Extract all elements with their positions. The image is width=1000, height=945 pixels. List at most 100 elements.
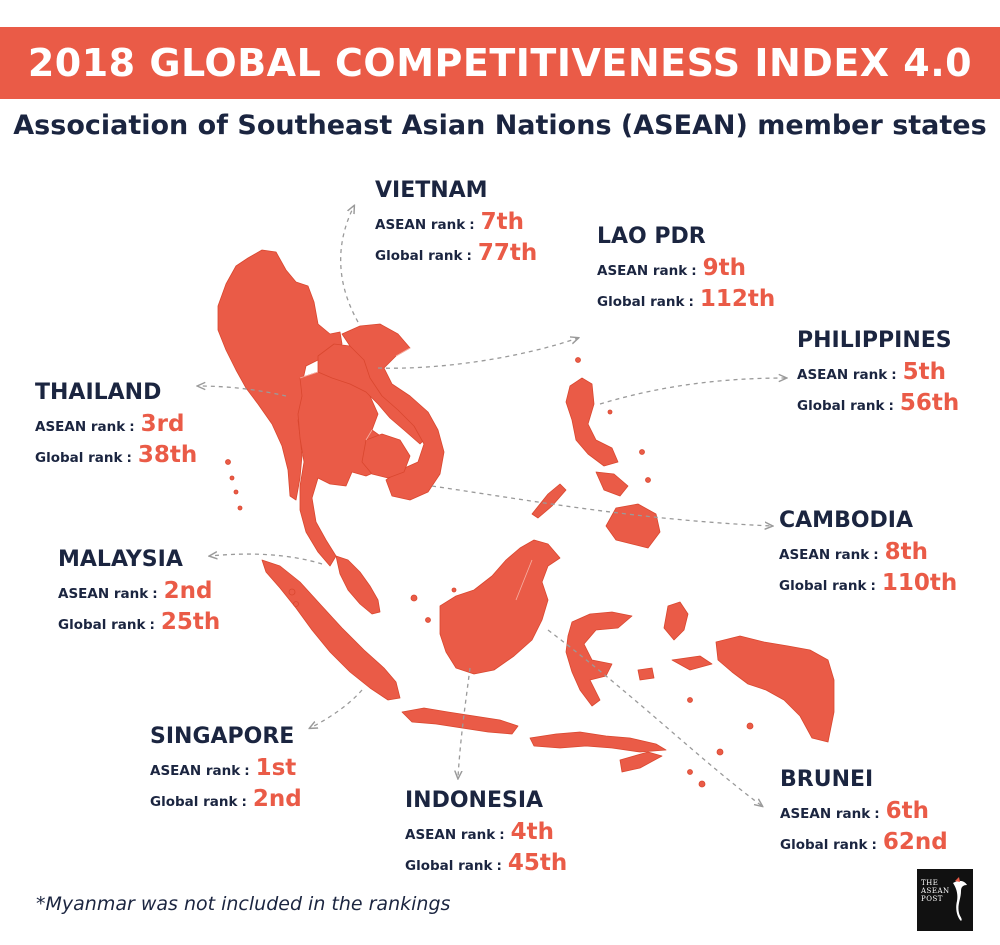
asean-rank-value: 9th [702,255,746,281]
country-name: LAO PDR [597,224,706,249]
asean-rank-label: ASEAN rank [375,217,466,233]
global-rank-label: Global rank [35,450,123,466]
colon: : [149,617,155,633]
visayas-shape [595,471,629,497]
island-dot [225,459,231,465]
global-rank-label: Global rank [597,294,685,310]
colon: : [466,248,472,264]
seram-shape [671,655,713,671]
halmahera-shape [663,601,689,641]
colon: : [691,263,697,279]
asean-rank-label: ASEAN rank [35,419,126,435]
page-title: 2018 GLOBAL COMPETITIVENESS INDEX 4.0 [27,41,973,85]
global-rank-label: Global rank [375,248,463,264]
country-name: CAMBODIA [779,508,914,533]
luzon-shape [565,377,619,467]
global-rank-value: 56th [899,390,960,416]
colon: : [496,858,502,874]
country-card-thailand: THAILAND ASEAN rank:3rd Global rank:38th [35,380,197,473]
connector-philippines [599,378,786,405]
country-name: SINGAPORE [150,724,295,749]
country-name: VIETNAM [375,178,488,203]
country-name: INDONESIA [405,788,544,813]
global-rank-value: 38th [137,442,198,468]
colon: : [888,398,894,414]
connector-vietnam [340,206,359,323]
mindanao-shape [605,503,661,549]
connector-singapore [310,689,363,728]
country-card-malaysia: MALAYSIA ASEAN rank:2nd Global rank:25th [58,547,220,640]
connector-cambodia [431,485,772,526]
global-rank-label: Global rank [780,837,868,853]
connector-laos [377,338,578,369]
global-rank-label: Global rank [405,858,493,874]
bird-icon [953,877,967,921]
global-rank-label: Global rank [58,617,146,633]
asean-rank-value: 5th [902,359,946,385]
global-rank-label: Global rank [150,794,238,810]
java-shape [401,707,519,735]
asean-rank-label: ASEAN rank [150,763,241,779]
sulawesi-shape [565,611,633,707]
asean-rank-label: ASEAN rank [597,263,688,279]
thailand-shape [297,371,393,567]
new-guinea-shape [715,635,835,743]
colon: : [891,367,897,383]
asean-rank-value: 2nd [163,578,213,604]
logo-text: THE ASEAN POST [921,879,950,903]
asean-rank-value: 7th [480,209,524,235]
asean-rank-value: 6th [885,798,929,824]
buru-shape [637,667,655,681]
colon: : [152,586,158,602]
global-rank-label: Global rank [779,578,867,594]
asean-rank-value: 4th [510,819,554,845]
country-card-cambodia: CAMBODIA ASEAN rank:8th Global rank:110t… [779,508,957,601]
country-name: PHILIPPINES [797,328,952,353]
connector-indonesia [458,667,471,778]
global-rank-value: 25th [160,609,221,635]
colon: : [874,806,880,822]
country-card-laos: LAO PDR ASEAN rank:9th Global rank:112th [597,224,775,317]
global-rank-value: 77th [477,240,538,266]
colon: : [688,294,694,310]
palawan-shape [531,483,567,519]
global-rank-value: 45th [507,850,568,876]
connector-brunei [547,629,762,806]
country-card-vietnam: VIETNAM ASEAN rank:7th Global rank:77th [375,178,537,271]
asean-rank-label: ASEAN rank [58,586,149,602]
colon: : [129,419,135,435]
page-subtitle: Association of Southeast Asian Nations (… [13,110,987,141]
title-banner: 2018 GLOBAL COMPETITIVENESS INDEX 4.0 [0,27,1000,99]
country-card-brunei: BRUNEI ASEAN rank:6th Global rank:62nd [780,767,948,860]
sumatra-shape [261,559,401,701]
asean-rank-value: 3rd [140,411,185,437]
country-name: BRUNEI [780,767,874,792]
country-card-indonesia: INDONESIA ASEAN rank:4th Global rank:45t… [405,788,567,881]
global-rank-value: 110th [881,570,958,596]
colon: : [126,450,132,466]
colon: : [871,837,877,853]
colon: : [469,217,475,233]
global-rank-value: 112th [699,286,776,312]
global-rank-value: 62nd [882,829,948,855]
timor-shape [619,751,663,773]
asean-rank-value: 1st [255,755,297,781]
asean-rank-value: 8th [884,539,928,565]
asean-rank-label: ASEAN rank [780,806,871,822]
nusa-tenggara-shape [529,731,667,753]
peninsular-malaysia-shape [335,555,381,615]
asean-rank-label: ASEAN rank [779,547,870,563]
country-card-philippines: PHILIPPINES ASEAN rank:5th Global rank:5… [797,328,959,421]
asean-rank-label: ASEAN rank [405,827,496,843]
asean-post-logo: THE ASEAN POST [917,869,973,931]
country-card-singapore: SINGAPORE ASEAN rank:1st Global rank:2nd [150,724,302,817]
colon: : [241,794,247,810]
connector-thailand [198,386,287,397]
country-name: MALAYSIA [58,547,183,572]
asean-rank-label: ASEAN rank [797,367,888,383]
colon: : [499,827,505,843]
colon: : [873,547,879,563]
country-name: THAILAND [35,380,162,405]
colon: : [870,578,876,594]
